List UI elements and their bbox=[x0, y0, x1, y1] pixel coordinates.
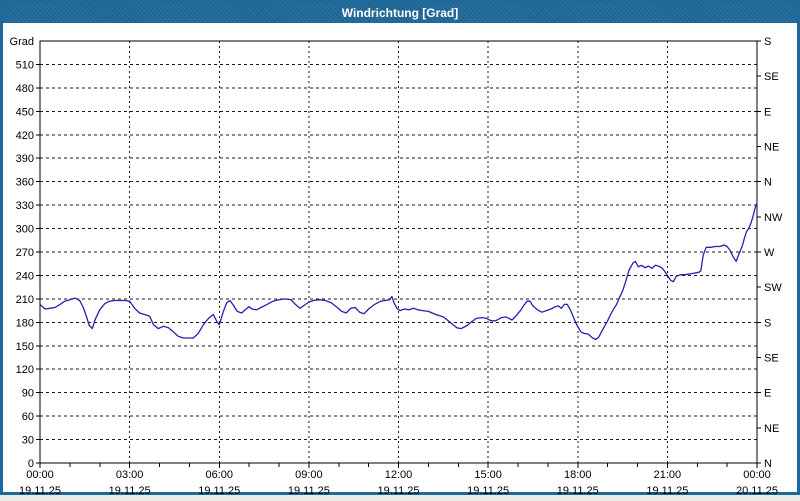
y-tick-label: 210 bbox=[16, 294, 34, 306]
wind-direction-series[interactable] bbox=[39, 202, 758, 341]
y-tick-label: 240 bbox=[16, 270, 34, 282]
y-tick-label: 390 bbox=[16, 153, 34, 165]
x-tick-time-label: 00:00 bbox=[26, 469, 54, 481]
x-tick-date-label: 19.11.25 bbox=[19, 485, 61, 496]
y-tick-label: 360 bbox=[16, 177, 34, 189]
x-tick-time-label: 09:00 bbox=[295, 469, 323, 481]
x-tick-date-label: 19.11.25 bbox=[288, 485, 330, 496]
x-tick-date-label: 19.11.25 bbox=[467, 485, 509, 496]
compass-tick-label: S bbox=[764, 317, 771, 329]
y-tick-label: 60 bbox=[22, 411, 34, 423]
x-tick-date-label: 20.11.25 bbox=[736, 485, 778, 496]
x-tick-time-label: 12:00 bbox=[385, 469, 413, 481]
x-tick-time-label: 06:00 bbox=[205, 469, 233, 481]
y-tick-label: 450 bbox=[16, 106, 34, 118]
compass-tick-label: W bbox=[764, 247, 775, 259]
compass-tick-label: N bbox=[764, 458, 772, 470]
compass-tick-label: E bbox=[764, 388, 771, 400]
y-tick-label: 30 bbox=[22, 435, 34, 447]
y-tick-label: 480 bbox=[16, 83, 34, 95]
y-tick-label: 420 bbox=[16, 130, 34, 142]
y-axis-unit-label: Grad bbox=[10, 36, 34, 48]
x-tick-time-label: 00:00 bbox=[743, 469, 771, 481]
compass-tick-label: N bbox=[764, 177, 772, 189]
y-tick-label: 150 bbox=[16, 341, 34, 353]
y-tick-label: 0 bbox=[28, 458, 34, 470]
x-tick-date-label: 19.11.25 bbox=[557, 485, 599, 496]
window-title: Windrichtung [Grad] bbox=[341, 6, 459, 20]
x-tick-time-label: 15:00 bbox=[474, 469, 502, 481]
x-tick-date-label: 19.11.25 bbox=[377, 485, 419, 496]
x-tick-time-label: 21:00 bbox=[654, 469, 682, 481]
compass-tick-label: SE bbox=[764, 71, 779, 83]
x-tick-date-label: 19.11.25 bbox=[646, 485, 688, 496]
window-titlebar: Windrichtung [Grad] bbox=[3, 3, 797, 23]
y-tick-label: 180 bbox=[16, 317, 34, 329]
compass-tick-label: E bbox=[764, 106, 771, 118]
compass-tick-label: S bbox=[764, 36, 771, 48]
y-tick-label: 120 bbox=[16, 364, 34, 376]
x-tick-time-label: 03:00 bbox=[116, 469, 144, 481]
y-tick-label: 330 bbox=[16, 200, 34, 212]
chart-area: 510 480 450 420 390 360 330 300 270 240 210 180 150 1… bbox=[3, 23, 797, 497]
compass-tick-label: SW bbox=[764, 282, 782, 294]
compass-tick-label: NE bbox=[764, 423, 779, 435]
y-tick-label: 90 bbox=[22, 388, 34, 400]
x-tick-time-label: 18:00 bbox=[564, 469, 592, 481]
wind-direction-chart[interactable]: 5104804504203903603303002702402101801501… bbox=[3, 23, 797, 497]
y-tick-label: 300 bbox=[16, 224, 34, 236]
x-tick-date-label: 19.11.25 bbox=[198, 485, 240, 496]
y-tick-label: 270 bbox=[16, 247, 34, 259]
x-tick-date-label: 19.11.25 bbox=[109, 485, 151, 496]
compass-tick-label: NW bbox=[764, 212, 783, 224]
y-tick-label: 510 bbox=[16, 59, 34, 71]
compass-tick-label: NE bbox=[764, 142, 779, 154]
compass-tick-label: SE bbox=[764, 353, 779, 365]
